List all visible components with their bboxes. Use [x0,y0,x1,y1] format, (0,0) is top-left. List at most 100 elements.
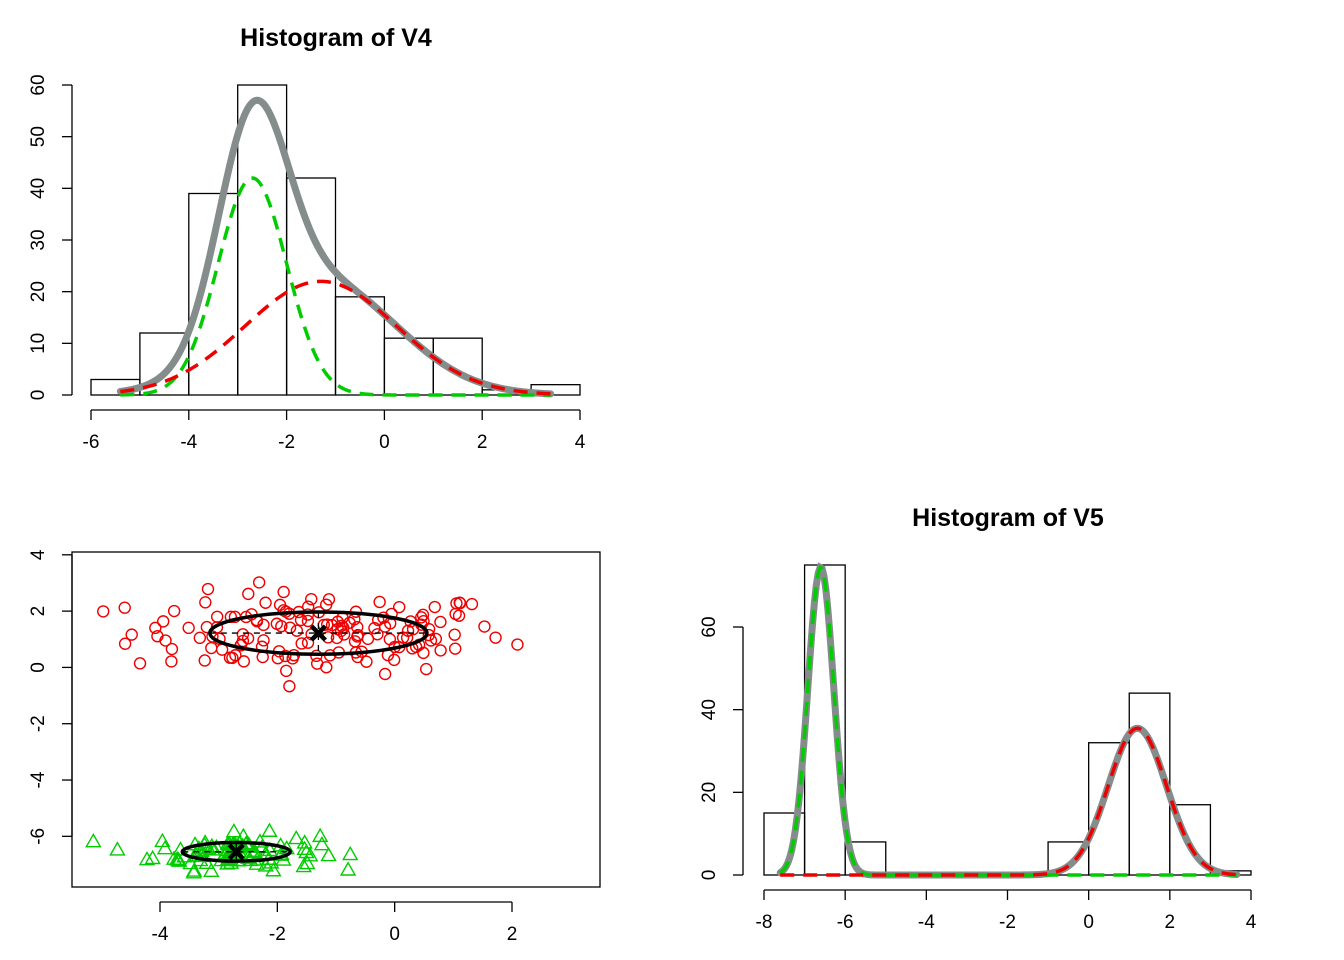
scatter-point-circle [305,592,318,606]
scatter-point-circle [371,628,384,641]
histogram-v5-x-tick-label: 0 [1083,912,1094,933]
scatter-point-triangle [203,862,220,877]
histogram-v5-component-curve-2 [780,726,1237,877]
histogram-v4-y-tick-label: 50 [28,126,49,147]
histogram-v4-x-tick-label: -4 [180,432,197,453]
scatter-point-circle [279,649,292,663]
histogram-v5-density-curves [776,562,1241,879]
scatter-point-circle [320,598,333,611]
scatter-point-circle [125,628,138,641]
histogram-v5-panel: Histogram of V5 -8 -6 -4 -2 0 2 4 0 20 40 60 [699,504,1257,933]
scatter-point-circle [434,644,447,657]
histogram-v4-y-tick-label: 30 [28,229,49,250]
scatter-point-circle [193,631,207,645]
histogram-v4-component-curve-2 [120,279,551,396]
histogram-v5-x-tick-label: -4 [918,912,935,933]
scatter-point-triangle [273,845,290,860]
scatter-point-triangle [320,846,337,862]
scatter-point-triangle [225,823,243,838]
scatter-point-circle [385,607,398,621]
scatter-point-circle [182,621,195,635]
scatter-point-circle [295,637,308,650]
scatter-point-circle [270,617,284,630]
histogram-v4-y-tick-label: 0 [28,390,49,401]
scatter-point-circle [198,654,211,667]
scatter-point-triangle [200,840,217,855]
scatter-point-triangle [144,849,161,865]
histogram-v4-x-tick-label: 0 [379,432,390,453]
histogram-v5-component-curve-1 [779,564,1237,877]
scatter-point-circle [453,596,467,610]
scatter-point-circle [236,628,250,641]
scatter-x-tick-label: -2 [269,924,286,945]
histogram-v5-y-tick-label: 0 [699,870,720,881]
scatter-x-tick-label: -4 [152,924,169,945]
scatter-point-triangle [296,834,313,849]
scatter-point-circle [465,597,479,611]
scatter-point-triangle [168,850,186,866]
scatter-y-axis: -6 -4 -2 0 2 4 [28,549,73,845]
histogram-v4-component-curve-1 [120,176,551,397]
scatter-point-circle [378,667,392,681]
scatter-point-circle [383,633,397,646]
histogram-v4-x-tick-label: -6 [83,432,100,453]
scatter-point-triangle [154,832,171,848]
histogram-v4-y-tick-label: 60 [28,74,49,95]
scatter-point-circle [420,662,433,676]
histogram-v5-title: Histogram of V5 [912,504,1104,532]
scatter-point-circle [351,630,364,643]
scatter-point-circle [400,631,414,644]
histogram-v4-bar [383,337,434,396]
scatter-point-triangle [185,864,203,879]
scatter-x-tick-label: 0 [389,924,400,945]
scatter-x-tick-label: 2 [507,924,518,945]
scatter-point-circle [242,587,255,601]
scatter-point-circle [301,614,315,628]
scatter-point-circle [257,618,270,632]
histogram-v4-x-tick-label: 4 [575,432,586,453]
scatter-point-circle [373,595,386,609]
scatter-point-triangle [339,861,357,876]
histogram-v4-panel: Histogram of V4 -6 -4 -2 0 2 4 0 10 20 30 40 50 60 [28,24,586,453]
scatter-point-circle [343,616,356,629]
scatter-point-triangle [261,822,278,837]
scatter-point-circle [331,622,344,636]
scatter-point-circle [205,641,218,655]
histogram-v4-y-tick-label: 20 [28,281,49,302]
scatter-point-circle [118,637,132,650]
scatter-point-circle [252,576,266,589]
scatter-point-triangle [85,833,102,848]
scatter-point-triangle [295,857,312,873]
scatter-y-tick-label: -2 [28,715,49,732]
scatter-point-triangle [138,851,156,866]
scatter-point-triangle [239,849,257,864]
scatter-point-circle [151,629,164,643]
histogram-v5-bar [1088,742,1130,876]
scatter-point-circle [478,620,491,633]
scatter-point-circle [199,596,212,609]
scatter-point-triangle [251,833,269,848]
scatter-point-circle [229,649,242,662]
scatter-point-triangle [109,841,126,856]
scatter-point-triangle [170,852,188,867]
scatter-point-circle [335,619,348,633]
scatter-y-tick-label: 4 [28,549,49,560]
scatter-point-circle [210,610,224,623]
scatter-point-circle [280,664,293,678]
scatter-point-circle [118,601,131,614]
scatter-point-triangle [198,854,215,869]
scatter-point-circle [290,624,304,637]
scatter-point-circle [429,632,443,646]
histogram-v4-x-axis: -6 -4 -2 0 2 4 [83,409,586,453]
scatter-point-circle [226,651,239,665]
histogram-v5-total-density-curve [776,562,1241,879]
scatter-point-triangle [296,840,313,855]
scatter-point-circle [330,631,344,645]
histogram-v4-y-axis: 0 10 20 30 40 50 60 [28,74,73,401]
scatter-point-circle [149,621,162,635]
scatter-point-circle [511,638,524,651]
histogram-v4-x-tick-label: -2 [278,432,295,453]
scatter-point-circle [489,631,502,644]
histogram-v5-x-tick-label: 4 [1246,912,1257,933]
